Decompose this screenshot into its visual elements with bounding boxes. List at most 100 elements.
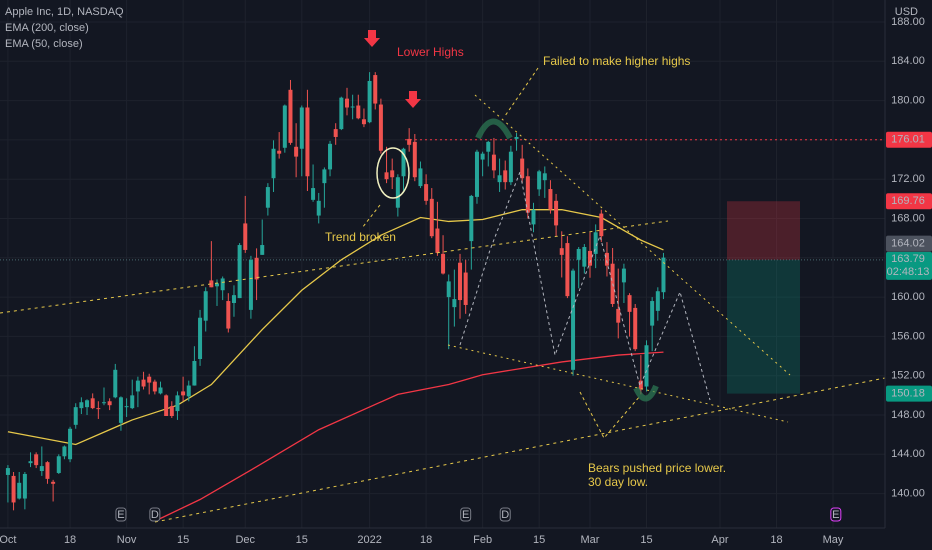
candle-body — [96, 408, 101, 410]
candle-body — [638, 380, 643, 390]
x-tick-label: 15 — [533, 534, 545, 546]
y-tick-label: 188.00 — [891, 16, 925, 28]
candle-body — [175, 395, 180, 412]
annotation: Failed to make higher highs — [543, 54, 691, 68]
candle-body — [237, 245, 242, 299]
y-tick-label: 148.00 — [891, 409, 925, 421]
candle-body — [503, 170, 508, 183]
candle-body — [198, 317, 203, 360]
candle-body — [559, 248, 564, 255]
x-tick-label: Feb — [473, 534, 492, 546]
candle-body — [644, 345, 649, 387]
pointer-line — [504, 67, 539, 117]
entry-label-box — [886, 251, 932, 280]
event-label: E — [832, 509, 839, 521]
candle-body — [28, 461, 33, 464]
event-label: D — [151, 509, 159, 521]
y-tick-label: 160.00 — [891, 291, 925, 303]
candle-body — [571, 270, 576, 370]
y-tick-label: 140.00 — [891, 488, 925, 500]
candle-body — [390, 170, 395, 178]
candle-body — [90, 398, 95, 409]
level-label-box — [886, 131, 932, 148]
event-badge — [830, 507, 842, 522]
event-badge — [149, 507, 161, 522]
target-label-box — [886, 385, 932, 402]
grid-layer — [0, 0, 885, 528]
trend-line — [474, 94, 791, 376]
event-badge — [499, 507, 511, 522]
x-tick-label: Dec — [235, 534, 255, 546]
event-label: E — [117, 509, 124, 521]
candle-body — [147, 376, 152, 383]
ema-line — [7, 209, 664, 446]
candle-body — [491, 154, 496, 171]
y-tick-label: 152.00 — [891, 370, 925, 382]
candle-body — [384, 172, 389, 180]
level-label: 176.01 — [891, 134, 925, 146]
candle-body — [474, 151, 479, 197]
chart-title: Apple Inc, 1D, NASDAQ — [5, 6, 124, 18]
event-badge — [460, 507, 472, 522]
candle-body — [181, 391, 186, 396]
candle-body — [446, 281, 451, 298]
candle-body — [62, 446, 67, 457]
bottom-arc — [633, 384, 659, 402]
candle-body — [277, 150, 282, 154]
candle-body — [418, 168, 423, 187]
candle-body — [599, 213, 604, 237]
candle-body — [616, 308, 621, 323]
x-tick-label: 15 — [296, 534, 308, 546]
candle-body — [316, 200, 321, 216]
candle-body — [294, 146, 299, 157]
x-tick-label: 15 — [177, 534, 189, 546]
indicator-layer — [7, 209, 664, 522]
candle-body — [22, 473, 27, 499]
candle-body — [248, 259, 253, 310]
candle-body — [339, 97, 344, 130]
candle-body — [231, 295, 236, 304]
x-tick-label: 18 — [770, 534, 782, 546]
y-tick-label: 144.00 — [891, 448, 925, 460]
candle-body — [141, 379, 146, 387]
candle-body — [220, 278, 225, 291]
candle-body — [209, 280, 214, 288]
candle-body — [333, 129, 338, 137]
ema-line — [154, 351, 664, 522]
candle-body — [356, 105, 361, 119]
down-arrow — [364, 30, 380, 47]
candle-body — [458, 262, 463, 301]
annotation: Bears pushed price lower. 30 day low. — [588, 461, 727, 489]
annotation: Trend broken — [325, 230, 396, 244]
candle-body — [401, 148, 406, 177]
candle-body — [627, 295, 632, 312]
candle-body — [107, 401, 112, 406]
candle-body — [101, 402, 106, 404]
y-tick-label: 168.00 — [891, 212, 925, 224]
candle-body — [565, 243, 570, 297]
candle-body — [412, 141, 417, 178]
candle-body — [655, 291, 660, 311]
candle-body — [79, 402, 84, 409]
candle-body — [265, 187, 270, 208]
candle-body — [322, 169, 327, 184]
x-tick-label: Mar — [581, 534, 600, 546]
candle-body — [85, 400, 90, 408]
candle-body — [531, 209, 536, 225]
candle-body — [604, 252, 609, 266]
y-tick-label: 172.00 — [891, 173, 925, 185]
candle-body — [435, 228, 440, 253]
x-tick-label: Nov — [117, 534, 137, 546]
target-zone — [727, 259, 800, 394]
candle-body — [441, 253, 446, 274]
candle-layer — [5, 72, 666, 511]
candle-body — [152, 381, 157, 392]
candle-body — [367, 80, 372, 123]
entry-label: 163.79 — [891, 253, 925, 265]
x-tick-label: 18 — [64, 534, 76, 546]
stop-label-box — [886, 193, 932, 210]
candle-body — [5, 468, 10, 475]
candle-body — [305, 107, 310, 177]
